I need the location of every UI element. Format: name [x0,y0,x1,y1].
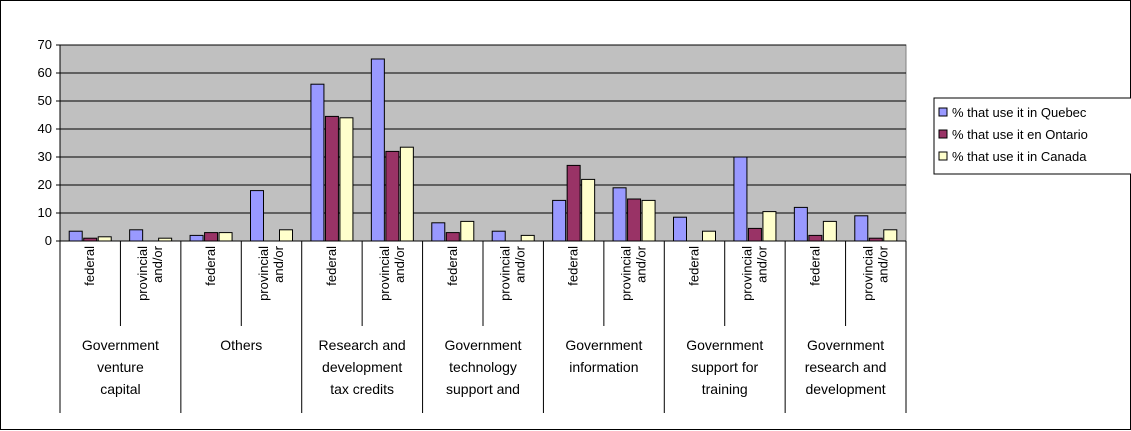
gridlines [60,44,906,214]
legend: % that use it in Quebec % that use it en … [933,97,1131,175]
bar-canada [702,230,716,242]
bars [68,58,898,242]
bar-quebec [129,229,144,242]
plot-area [59,44,907,242]
bar-canada [641,199,656,242]
bar-canada [460,220,475,242]
legend-swatch [938,107,948,117]
bar-quebec [250,190,264,242]
bar-ontario [204,232,219,242]
bar-ontario [808,234,823,242]
bar-quebec [431,222,446,242]
y-tick-label: 20 [38,177,52,192]
group-label: Government support for training [686,337,763,397]
bar-canada [883,229,898,242]
sub-category-label: federal [807,246,822,286]
bar-quebec [552,199,567,242]
sub-category-label: federal [324,246,339,286]
y-tick-label: 40 [38,121,52,136]
group-label: Research and development tax credits [319,337,406,397]
group-label: Government technology support and [444,337,521,397]
bar-quebec [370,58,385,242]
sub-category-label: provincialand/or [860,245,890,301]
bar-ontario [627,198,642,242]
y-axis-ticks: 0 10 20 30 40 50 60 70 [38,37,60,248]
group-label: Government research and development [805,337,887,397]
sub-category-label: provincialand/or [256,245,286,301]
sub-category-label: provincialand/or [498,245,528,301]
x-axis-labels: federal provincialand/or federal provincial… [59,241,907,413]
bar-ontario [747,227,762,242]
bar-ontario [385,150,400,242]
y-tick-label: 0 [45,233,52,248]
y-tick-label: 10 [38,205,52,220]
legend-entry: % that use it en Ontario [952,127,1088,142]
legend-swatch [938,129,948,139]
bar-canada [339,117,354,242]
bar-quebec [189,234,204,242]
bar-canada [520,234,535,242]
bar-quebec [673,216,687,242]
group-label: Government information [565,337,642,375]
bar-canada [218,232,233,242]
group-label: Others [220,337,262,353]
bar-ontario [566,164,581,242]
group-label: Government venture capital [82,337,159,397]
bar-quebec [854,215,869,242]
bar-canada [822,220,837,242]
y-tick-label: 30 [38,149,52,164]
bar-quebec [612,187,627,242]
y-tick-label: 60 [38,65,52,80]
sub-category-label: federal [203,246,218,286]
sub-category-label: federal [82,246,97,286]
sub-category-label: provincialand/or [619,245,649,301]
legend-swatch [938,151,948,161]
legend-box [933,97,1131,175]
sub-category-label: federal [566,246,581,286]
bar-ontario [324,115,339,242]
bar-canada [97,236,112,242]
bar-quebec [68,230,83,242]
bar-canada [762,211,777,242]
bar-canada [279,229,293,242]
y-tick-label: 50 [38,93,52,108]
bar-quebec [793,206,808,242]
bar-quebec [733,156,748,242]
legend-entry: % that use it in Quebec [952,105,1087,120]
bar-quebec [491,230,506,242]
sub-category-label: provincialand/or [739,245,769,301]
bar-ontario [445,232,460,242]
sub-category-label: federal [687,246,702,286]
sub-category-label: provincialand/or [135,245,165,301]
y-tick-label: 70 [38,37,52,52]
bar-quebec [310,83,325,242]
legend-entry: % that use it in Canada [952,149,1087,164]
bar-canada [399,146,414,242]
bar-canada [581,178,596,242]
sub-category-label: provincialand/or [377,245,407,301]
sub-category-label: federal [445,246,460,286]
